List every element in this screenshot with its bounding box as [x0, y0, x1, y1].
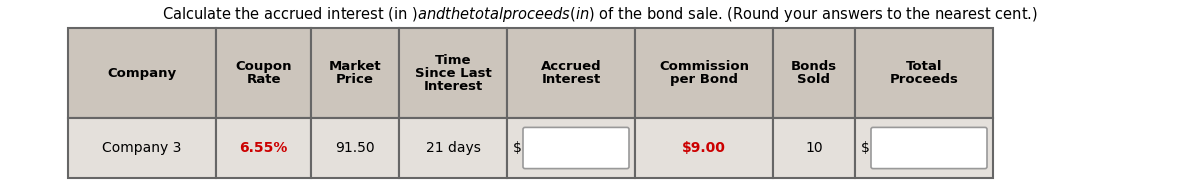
Text: Sold: Sold	[798, 73, 830, 86]
Text: 21 days: 21 days	[426, 141, 480, 155]
Text: Since Last: Since Last	[415, 66, 491, 80]
Text: Accrued: Accrued	[541, 60, 601, 73]
Text: Interest: Interest	[424, 80, 482, 93]
FancyBboxPatch shape	[871, 127, 986, 169]
Text: Commission: Commission	[659, 60, 749, 73]
Text: Proceeds: Proceeds	[889, 73, 959, 86]
Text: Calculate the accrued interest (in $) and the total proceeds (in $) of the bond : Calculate the accrued interest (in $) an…	[162, 5, 1038, 24]
Bar	[854, 28, 994, 118]
Bar	[216, 28, 311, 118]
Text: Coupon: Coupon	[235, 60, 292, 73]
Bar	[635, 28, 773, 118]
Bar	[508, 118, 635, 178]
Bar	[68, 28, 216, 118]
Text: Rate: Rate	[246, 73, 281, 86]
Text: 91.50: 91.50	[335, 141, 374, 155]
Bar	[773, 28, 854, 118]
Text: Total: Total	[906, 60, 942, 73]
Text: Market: Market	[329, 60, 382, 73]
Bar	[68, 118, 216, 178]
Text: Bonds: Bonds	[791, 60, 838, 73]
Bar	[508, 28, 635, 118]
Bar	[311, 118, 398, 178]
Text: 6.55%: 6.55%	[239, 141, 288, 155]
Text: 10: 10	[805, 141, 823, 155]
Text: Price: Price	[336, 73, 374, 86]
Text: Company 3: Company 3	[102, 141, 181, 155]
Text: $: $	[862, 141, 870, 155]
Bar	[216, 118, 311, 178]
Bar	[773, 118, 854, 178]
Bar	[854, 118, 994, 178]
Bar	[398, 28, 508, 118]
Text: per Bond: per Bond	[670, 73, 738, 86]
Bar	[311, 28, 398, 118]
Bar	[635, 118, 773, 178]
Bar	[398, 118, 508, 178]
Text: $: $	[514, 141, 522, 155]
Text: Time: Time	[434, 54, 472, 66]
Text: Company: Company	[108, 66, 176, 80]
FancyBboxPatch shape	[523, 127, 629, 169]
Text: $9.00: $9.00	[682, 141, 726, 155]
Text: Interest: Interest	[541, 73, 601, 86]
